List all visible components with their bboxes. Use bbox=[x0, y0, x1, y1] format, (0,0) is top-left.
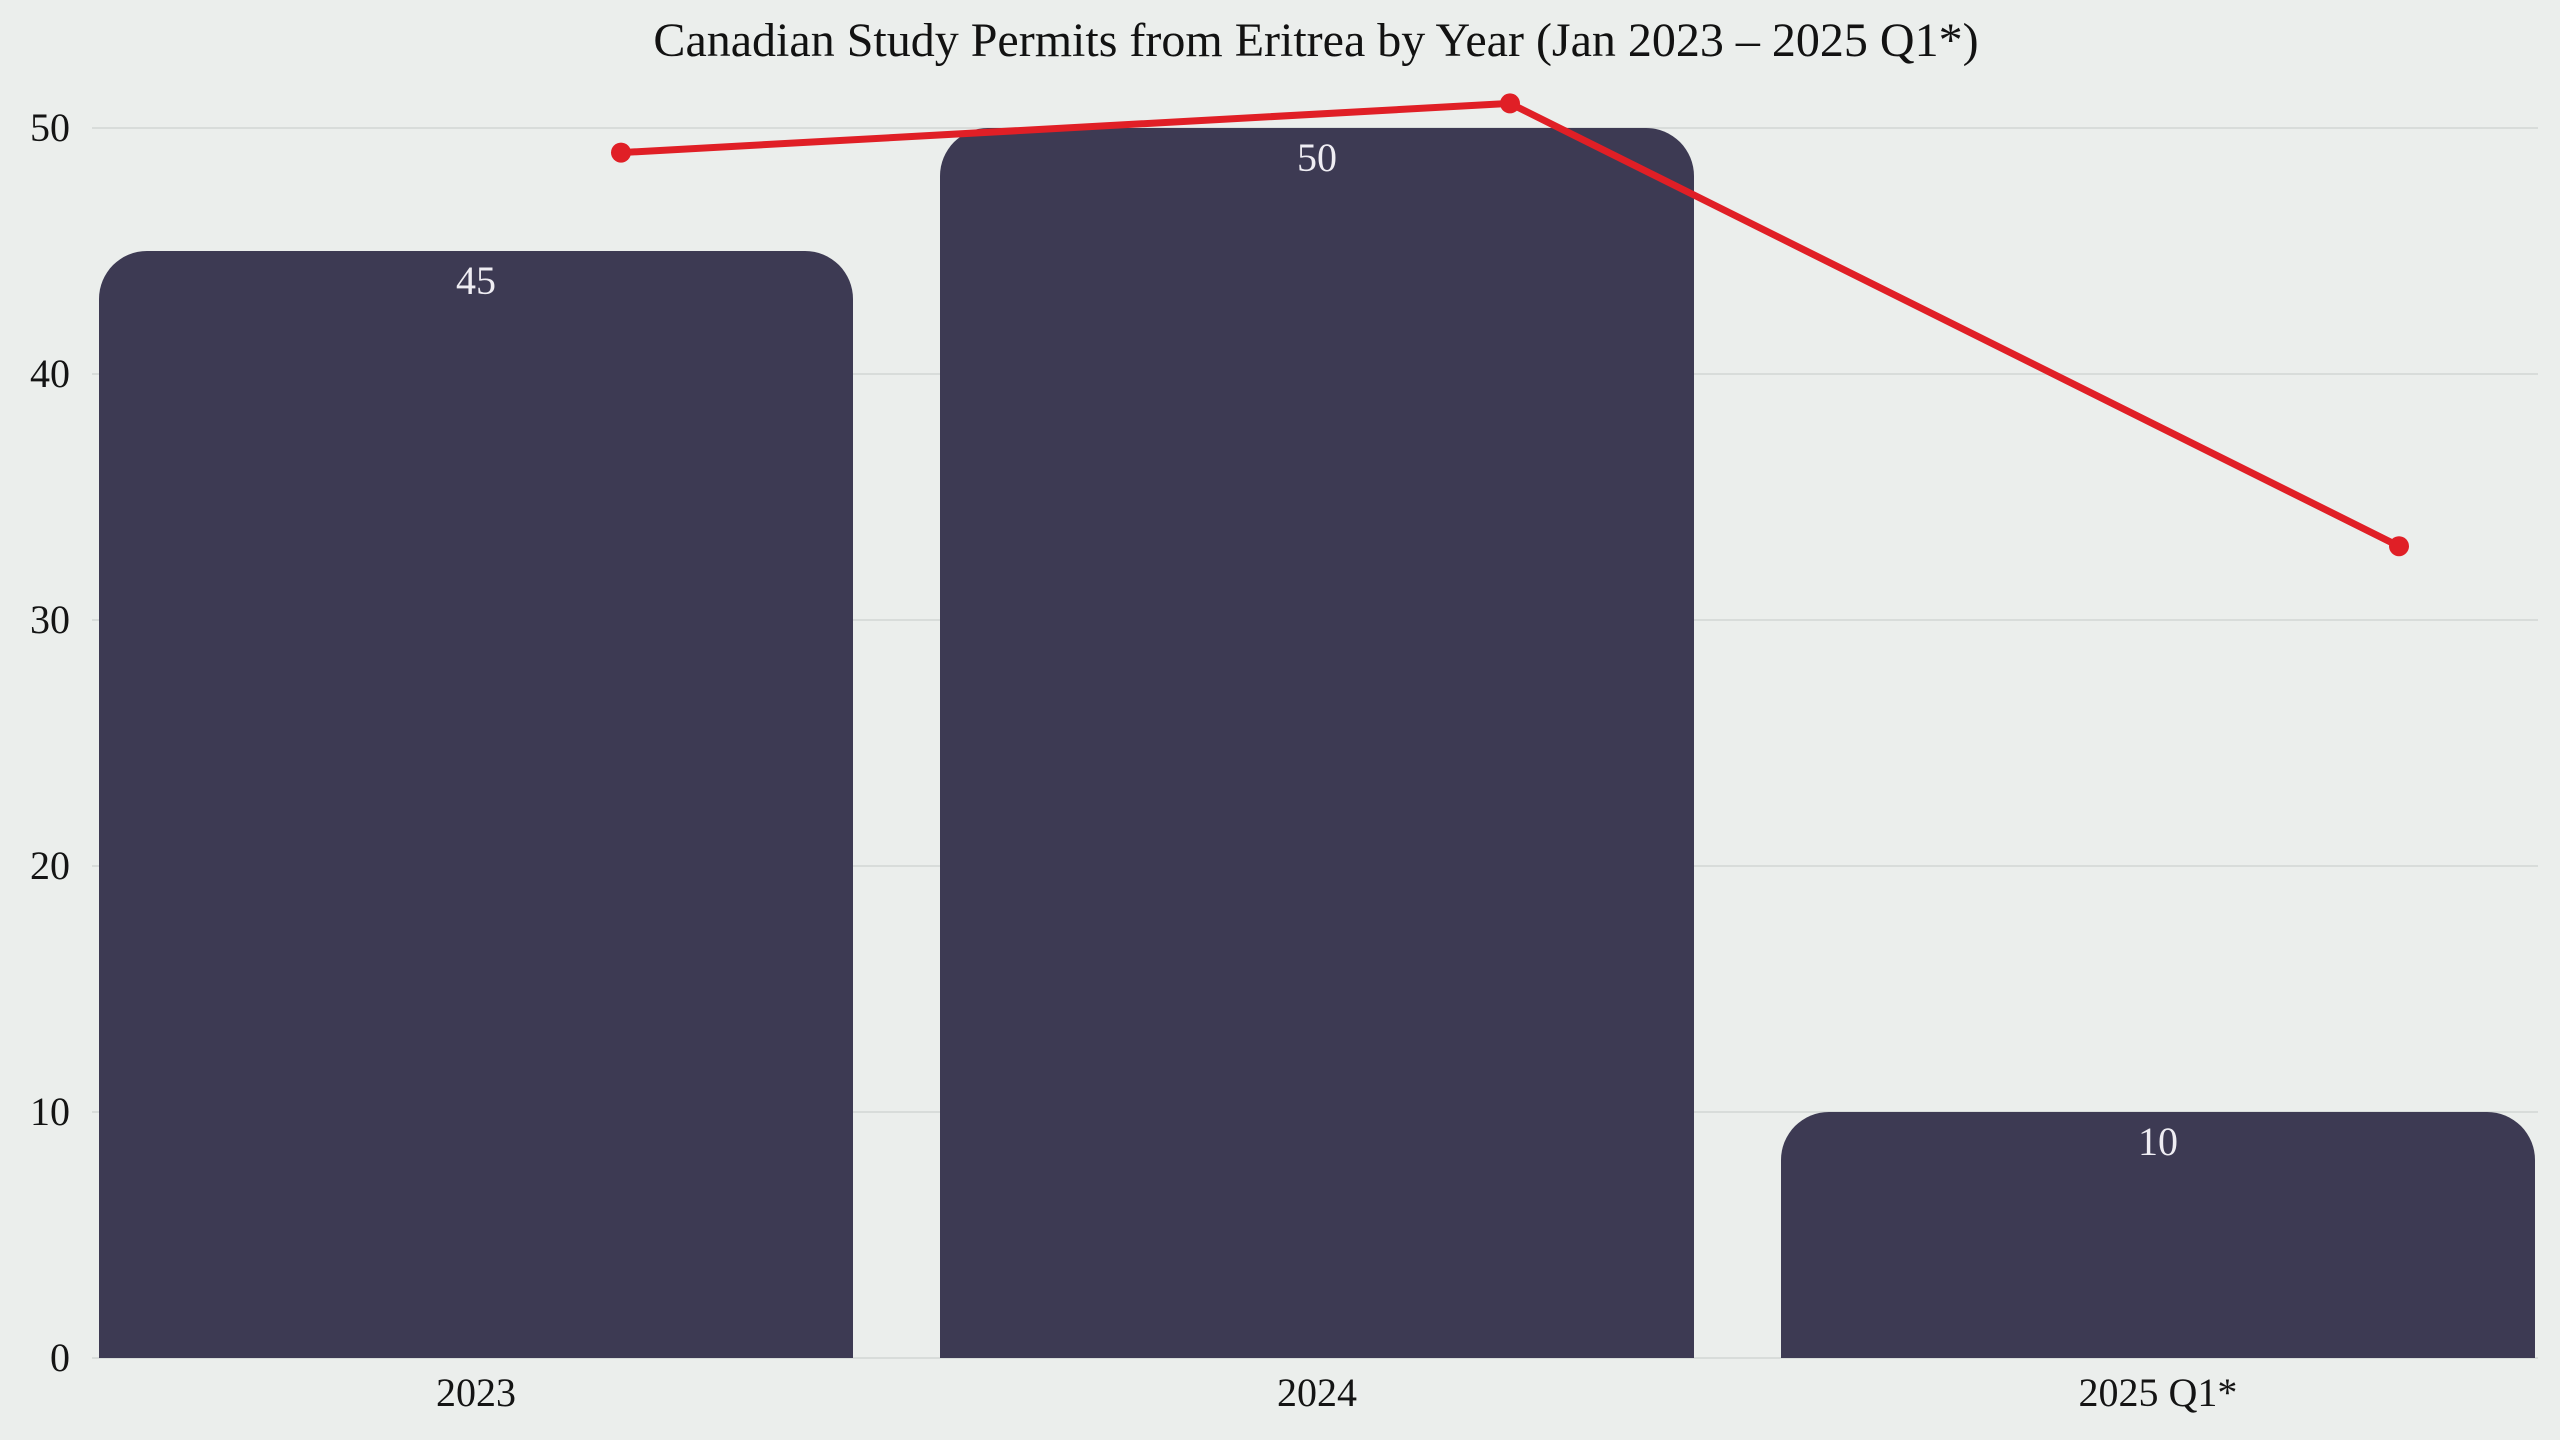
trend-line-marker-2024 bbox=[1500, 93, 1520, 114]
bar-value-label: 10 bbox=[2138, 1119, 2178, 1164]
x-tick-label-2023: 2023 bbox=[436, 1370, 516, 1415]
y-tick-label-50: 50 bbox=[30, 105, 70, 150]
x-tick-label-2024: 2024 bbox=[1277, 1370, 1357, 1415]
x-tick-label-2025-q1: 2025 Q1* bbox=[2078, 1370, 2238, 1415]
trend-line-marker-2023 bbox=[611, 142, 631, 163]
y-tick-label-20: 20 bbox=[30, 843, 70, 888]
bar-2025-q1: 10 bbox=[1781, 1112, 2535, 1358]
bar-2023: 45 bbox=[99, 251, 853, 1358]
y-tick-label-30: 30 bbox=[30, 597, 70, 642]
y-tick-label-10: 10 bbox=[30, 1089, 70, 1134]
chart-title: Canadian Study Permits from Eritrea by Y… bbox=[653, 14, 1979, 67]
gridline-0 bbox=[92, 1357, 2538, 1359]
bar-value-label: 45 bbox=[456, 258, 496, 303]
y-tick-label-0: 0 bbox=[50, 1335, 70, 1380]
y-tick-label-40: 40 bbox=[30, 351, 70, 396]
trend-line-marker-2025-q1 bbox=[2389, 536, 2409, 557]
bar-2024: 50 bbox=[940, 128, 1694, 1358]
bar-value-label: 50 bbox=[1297, 135, 1337, 180]
